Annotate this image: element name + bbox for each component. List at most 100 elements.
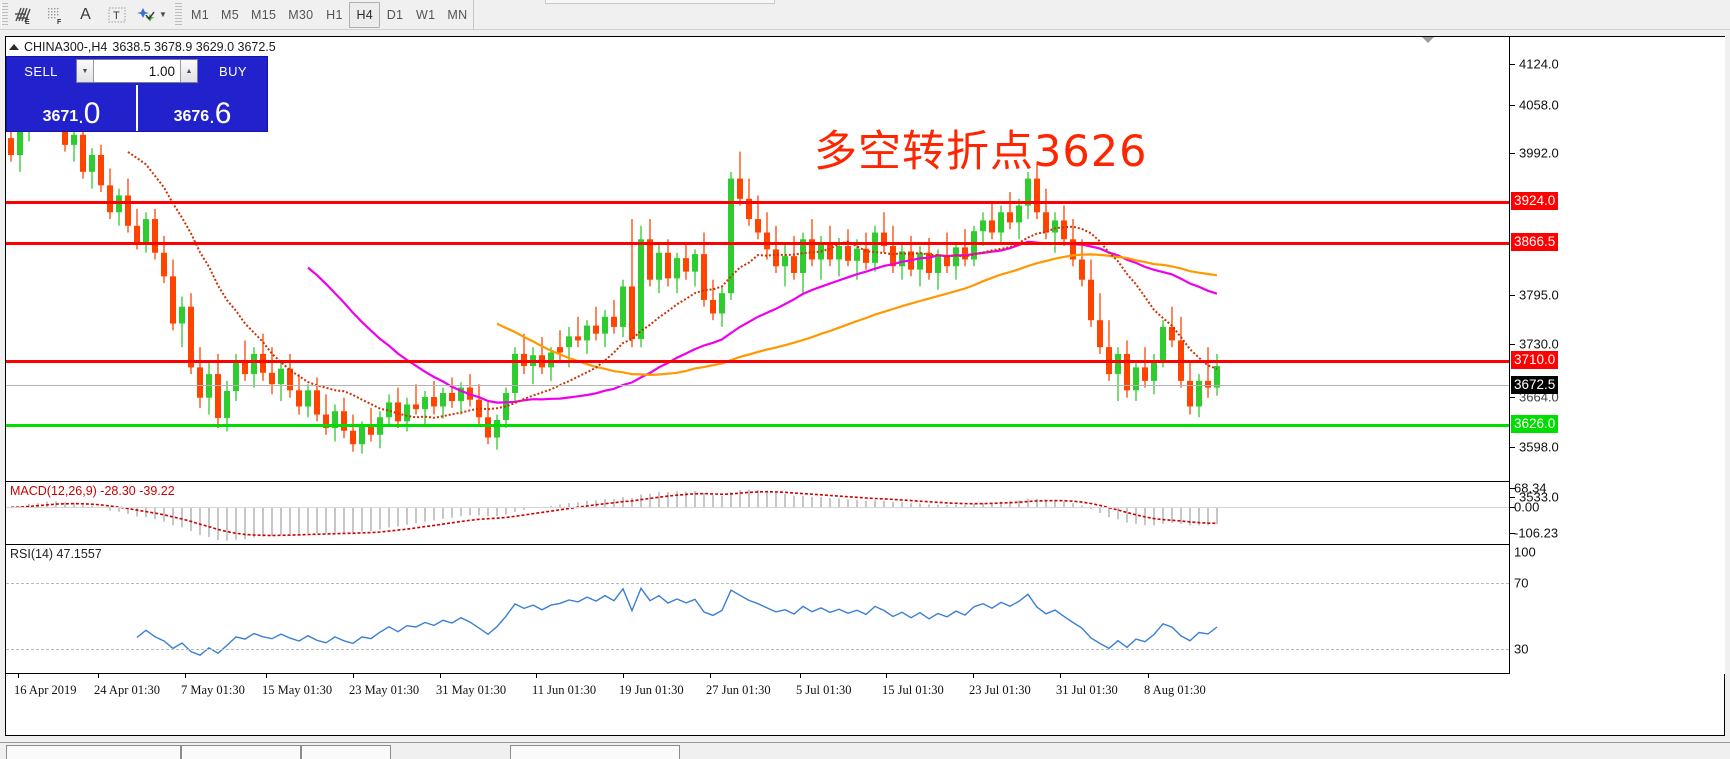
- sell-price-integer: 3671: [42, 108, 79, 125]
- svg-text:T: T: [113, 10, 120, 22]
- price-axis-label: 3598.0: [1519, 439, 1559, 455]
- macd-axis-tick: [1510, 507, 1515, 508]
- axis-tick: [1510, 295, 1515, 296]
- timeframe-group: M1 M5 M15 M30 H1 H4 D1 W1 MN: [185, 0, 475, 30]
- level-line-3866[interactable]: [6, 242, 1509, 245]
- buy-price-separator: .: [209, 106, 215, 128]
- rsi-label: RSI(14) 47.1557: [10, 547, 102, 561]
- time-axis-tick: [536, 674, 537, 678]
- symbol-label: CHINA300-,H4: [24, 39, 108, 54]
- price-axis-label: 3795.0: [1519, 287, 1559, 303]
- buy-price-integer: 3676: [173, 108, 210, 125]
- main-toolbar: E F A: [0, 0, 1730, 30]
- level-line-3710[interactable]: [6, 360, 1509, 363]
- time-axis-label: 27 Jun 01:30: [706, 683, 771, 697]
- price-axis-label: 4058.0: [1519, 97, 1559, 113]
- crosshair-icon[interactable]: F: [39, 2, 70, 28]
- macd-label: MACD(12,26,9) -28.30 -39.22: [10, 484, 175, 498]
- time-axis-tick: [353, 674, 354, 678]
- time-axis-label: 15 Jul 01:30: [882, 683, 944, 697]
- chevron-down-icon[interactable]: ▼: [159, 10, 167, 19]
- rsi-line: [136, 586, 1218, 657]
- ohlc-values: 3638.5 3678.9 3629.0 3672.5: [112, 39, 276, 54]
- time-axis-tick: [800, 674, 801, 678]
- axis-tick: [1510, 64, 1515, 65]
- macd-pane[interactable]: MACD(12,26,9) -28.30 -39.22: [6, 483, 1509, 545]
- timeframe-d1[interactable]: D1: [386, 7, 404, 22]
- price-axis-tag-red[interactable]: 3866.5: [1511, 233, 1559, 251]
- rsi-oversold-line: [6, 649, 1509, 650]
- volume-stepper[interactable]: ▼ 1.00 ▲: [76, 59, 198, 83]
- axis-tick: [1510, 344, 1515, 345]
- bottom-tab-2[interactable]: [181, 745, 301, 759]
- sell-price-fraction: 0: [83, 97, 101, 130]
- price-axis-tag-red[interactable]: 3710.0: [1511, 351, 1559, 369]
- timeframe-m30[interactable]: M30: [288, 7, 314, 22]
- toolbar-overflow-strip: [545, 0, 775, 4]
- level-line-3626[interactable]: [6, 424, 1509, 427]
- price-axis-tag-green[interactable]: 3626.0: [1511, 415, 1559, 433]
- volume-input[interactable]: 1.00: [148, 63, 175, 79]
- time-axis[interactable]: 16 Apr 2019 24 Apr 01:30 7 May 01:30 15 May…: [6, 674, 1724, 735]
- rsi-series: [136, 586, 1218, 657]
- macd-signal-line: [10, 490, 1218, 537]
- time-axis-label: 15 May 01:30: [262, 683, 333, 697]
- text-tool-icon[interactable]: A: [80, 5, 91, 23]
- sell-price-separator: .: [78, 106, 84, 128]
- price-axis-tag-black[interactable]: 3672.5: [1511, 376, 1559, 394]
- buy-button[interactable]: BUY: [219, 63, 247, 79]
- sell-button[interactable]: SELL: [24, 63, 58, 79]
- timeframe-m15[interactable]: M15: [251, 7, 277, 22]
- timeframe-m1[interactable]: M1: [191, 7, 209, 22]
- bottom-tab-1[interactable]: [6, 745, 181, 759]
- time-axis-tick: [710, 674, 711, 678]
- timeframe-h4[interactable]: H4: [349, 1, 381, 28]
- trade-panel-controls: SELL ▼ 1.00 ▲ BUY: [7, 57, 267, 85]
- objects-icon[interactable]: ▼: [132, 2, 172, 28]
- level-line-3924[interactable]: [6, 201, 1509, 204]
- time-axis-label: 5 Jul 01:30: [796, 683, 852, 697]
- timeframe-h1[interactable]: H1: [326, 7, 343, 22]
- svg-text:F: F: [57, 19, 62, 25]
- timeframe-w1[interactable]: W1: [416, 7, 436, 22]
- volume-increase-icon[interactable]: ▲: [180, 60, 197, 82]
- timeframe-mn[interactable]: MN: [447, 7, 468, 22]
- time-axis-tick: [440, 674, 441, 678]
- sell-price[interactable]: 3671 . 0: [7, 85, 138, 131]
- text-label-icon[interactable]: T: [101, 2, 132, 28]
- collapse-caret-icon[interactable]: [1422, 37, 1434, 43]
- timeframe-m5[interactable]: M5: [221, 7, 239, 22]
- bottom-tab-4[interactable]: [510, 745, 680, 759]
- macd-axis-label: -106.23: [1514, 525, 1559, 541]
- rsi-pane[interactable]: RSI(14) 47.1557: [6, 546, 1509, 674]
- candles-icon[interactable]: E: [8, 2, 39, 28]
- time-axis-label: 19 Jun 01:30: [619, 683, 684, 697]
- chart-frame[interactable]: CHINA300-,H4 3638.5 3678.9 3629.0 3672.5…: [5, 36, 1725, 736]
- time-axis-label: 23 May 01:30: [349, 683, 420, 697]
- bottom-tab-3[interactable]: [301, 745, 391, 759]
- rsi-axis-label: 30: [1514, 641, 1529, 657]
- price-axis-tag-red[interactable]: 3924.0: [1511, 192, 1559, 210]
- price-axis[interactable]: 4124.0 4058.0 3992.0 3924.0 3866.5 3795.0 3730…: [1509, 37, 1725, 674]
- trade-panel-prices: 3671 . 0 3676 . 6: [7, 85, 267, 131]
- time-axis-tick: [886, 674, 887, 678]
- time-axis-tick: [1060, 674, 1061, 678]
- time-axis-tick: [973, 674, 974, 678]
- axis-tick: [1510, 397, 1515, 398]
- expand-triangle-icon[interactable]: [9, 43, 19, 50]
- time-axis-label: 23 Jul 01:30: [969, 683, 1031, 697]
- time-axis-tick: [18, 674, 19, 678]
- toolbar-drag-handle[interactable]: [1, 2, 8, 27]
- time-axis-tick: [266, 674, 267, 678]
- svg-text:E: E: [25, 19, 30, 25]
- time-axis-tick: [623, 674, 624, 678]
- macd-axis-label: 68.34: [1514, 480, 1547, 496]
- volume-decrease-icon[interactable]: ▼: [77, 60, 94, 82]
- bottom-tab-strip[interactable]: [0, 742, 1730, 759]
- price-axis-label: 3992.0: [1519, 145, 1559, 161]
- rsi-overbought-line: [6, 583, 1509, 584]
- macd-axis-label: 0.00: [1514, 499, 1540, 515]
- buy-price[interactable]: 3676 . 6: [138, 85, 267, 131]
- chart-symbol-header: CHINA300-,H4 3638.5 3678.9 3629.0 3672.5: [9, 39, 276, 54]
- chart-annotation-text[interactable]: 多空转折点3626: [814, 127, 1148, 177]
